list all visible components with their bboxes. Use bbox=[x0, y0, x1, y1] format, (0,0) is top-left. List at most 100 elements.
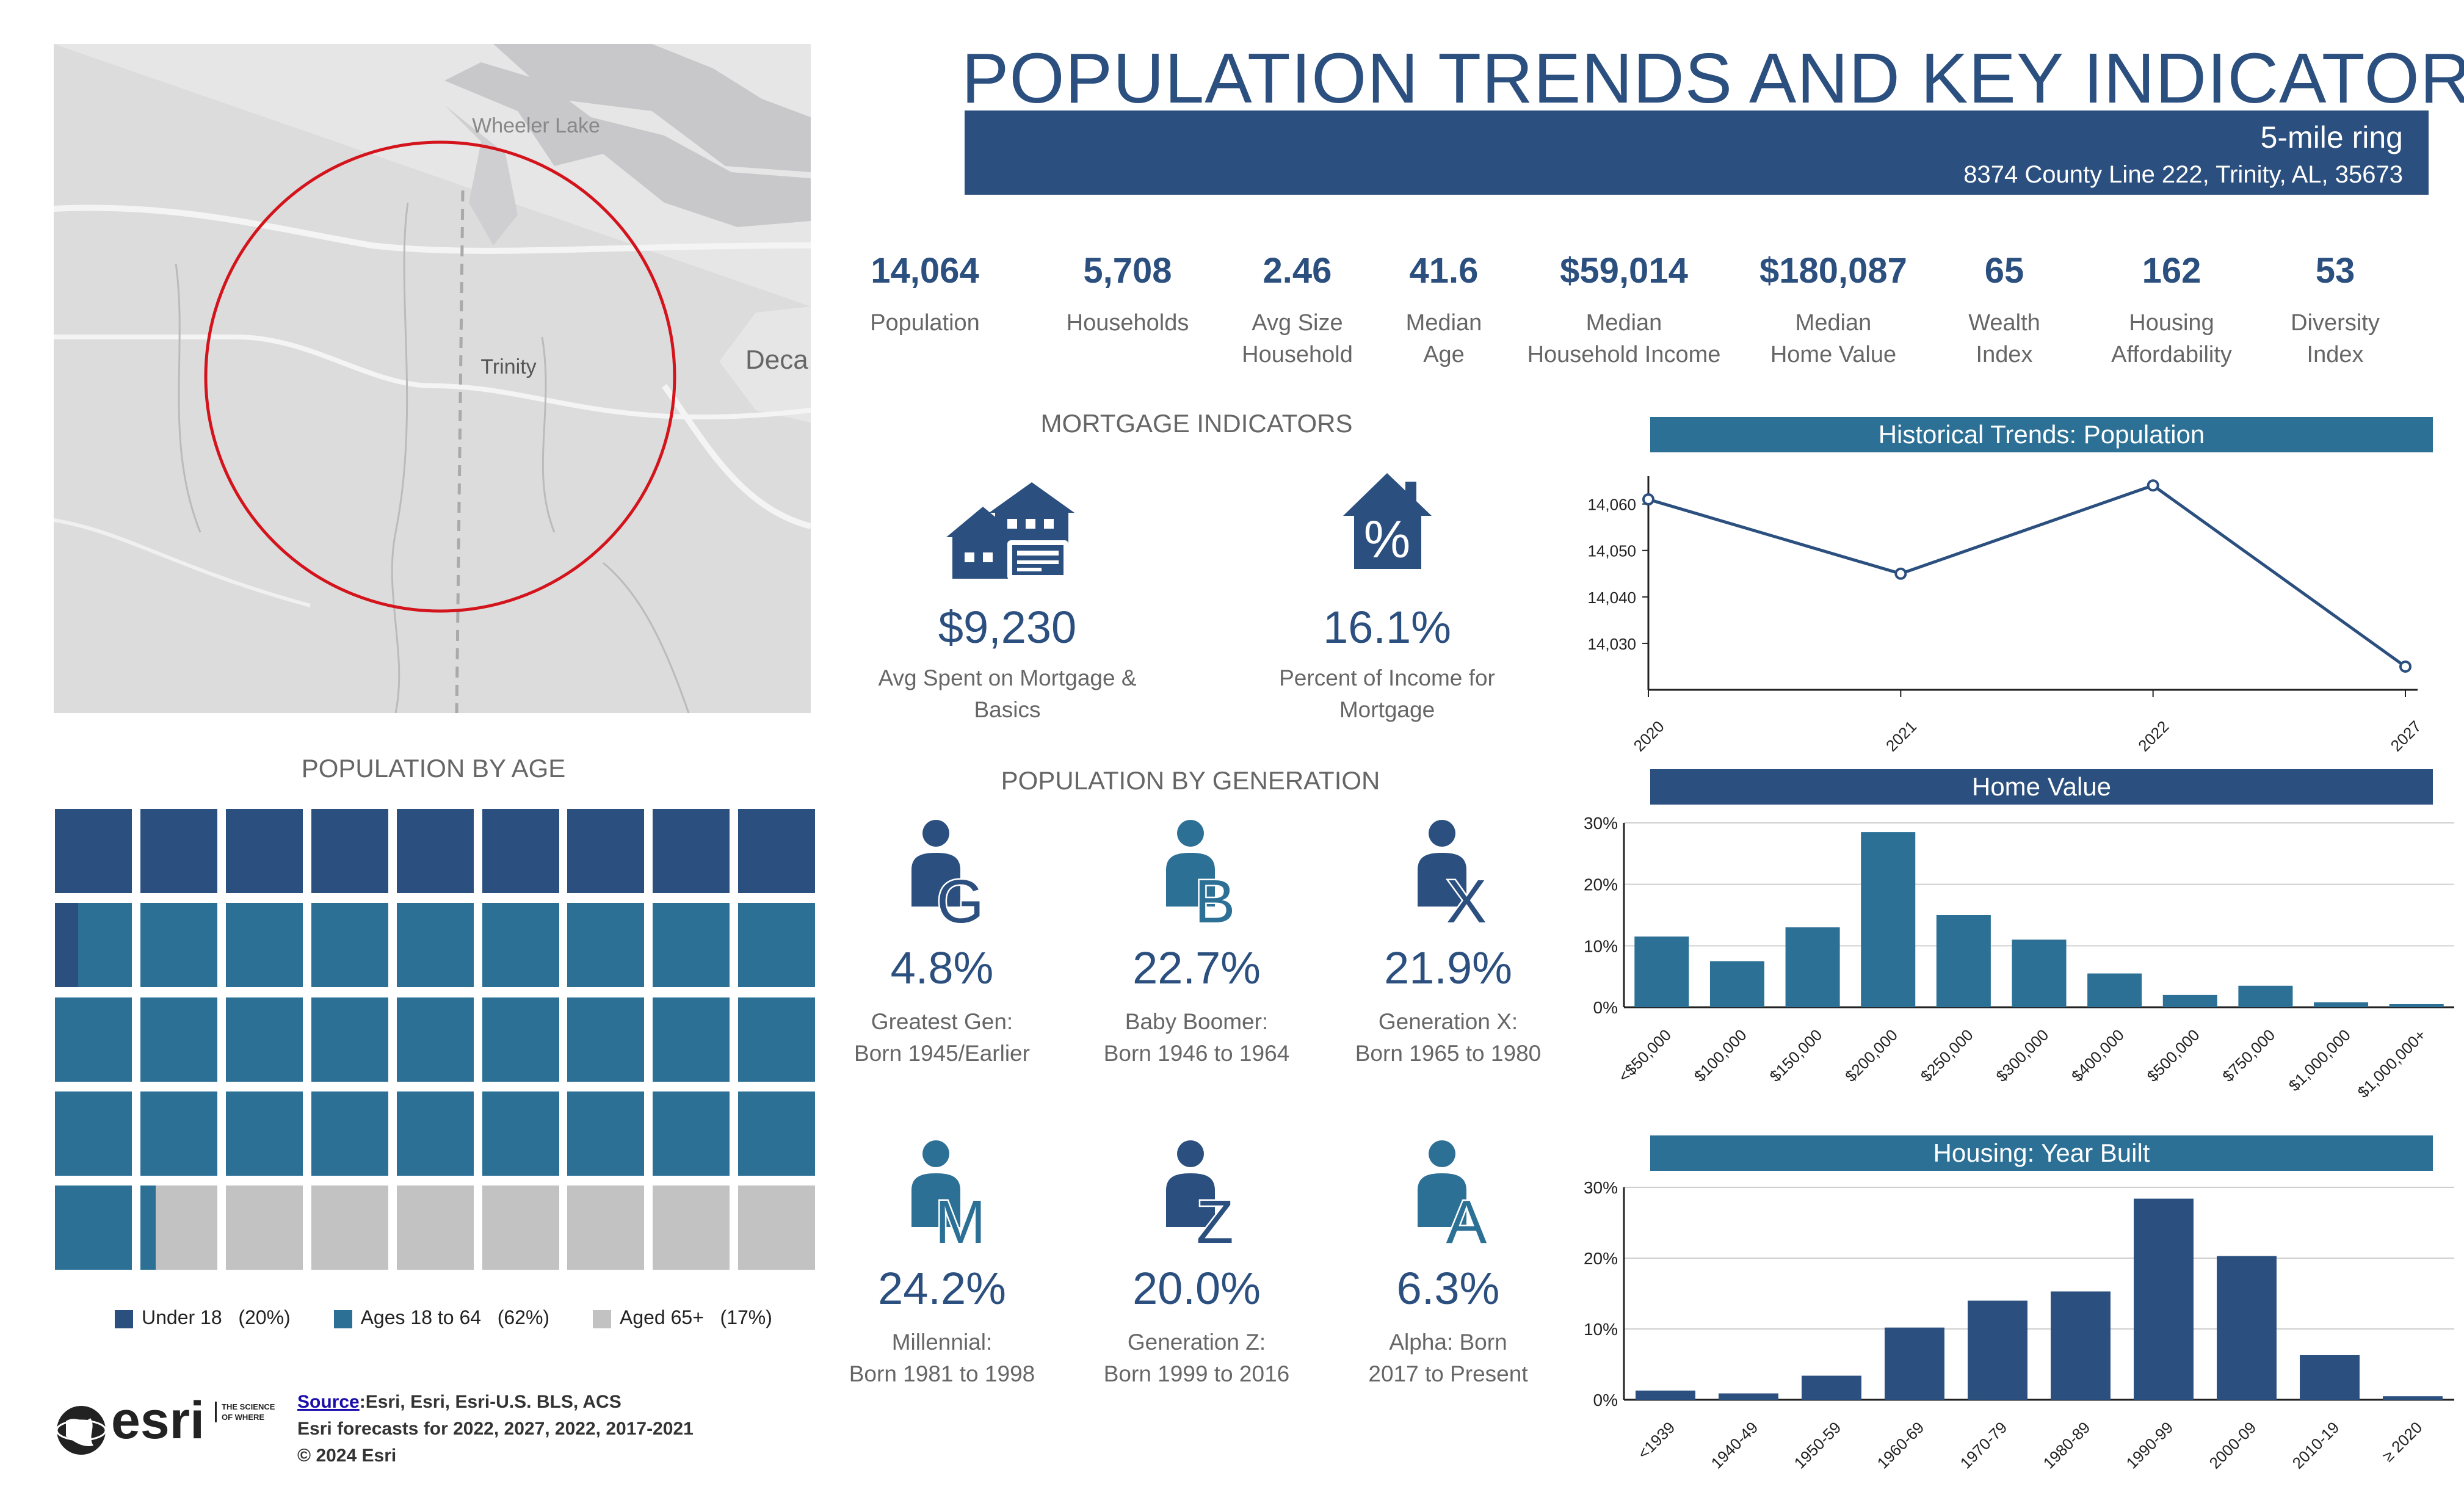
y-tick-label: 30% bbox=[1584, 814, 1618, 833]
generation-item: A 6.3% Alpha: Born 2017 to Present bbox=[1350, 1135, 1546, 1390]
kpi-label: Diversity Index bbox=[2291, 310, 2380, 367]
x-tick-label: <$50,000 bbox=[1615, 1026, 1675, 1085]
generation-value: 20.0% bbox=[1132, 1263, 1261, 1314]
kpi-value: 5,708 bbox=[1083, 251, 1172, 291]
generation-letter: Z bbox=[1196, 1188, 1233, 1251]
waffle-cell bbox=[738, 1091, 816, 1176]
home-value-title: Home Value bbox=[1650, 769, 2433, 805]
x-tick-label: 2027 bbox=[2387, 717, 2425, 755]
kpi-label: Median Household Income bbox=[1527, 310, 1721, 367]
house-card-icon bbox=[946, 482, 1074, 580]
waffle-cell bbox=[653, 997, 730, 1082]
header-bar bbox=[965, 110, 2429, 195]
waffle-cell bbox=[396, 997, 474, 1082]
kpi-value: 53 bbox=[2315, 251, 2355, 291]
waffle-cell bbox=[567, 1186, 645, 1270]
waffle-cell bbox=[311, 1186, 388, 1270]
bar bbox=[2383, 1396, 2443, 1400]
x-tick-label: $750,000 bbox=[2219, 1026, 2278, 1085]
data-point bbox=[1642, 493, 1654, 506]
ring-subtitle: 5-mile ring bbox=[2260, 120, 2403, 154]
x-tick-label: ≥ 2020 bbox=[2379, 1418, 2426, 1465]
generation-letter: X bbox=[1446, 867, 1487, 931]
page-title: POPULATION TRENDS AND KEY INDICATORS bbox=[962, 38, 2464, 118]
waffle-cell bbox=[311, 997, 388, 1082]
waffle-cell bbox=[55, 1091, 132, 1176]
x-tick-label: $200,000 bbox=[1841, 1026, 1901, 1085]
waffle-cell bbox=[225, 1186, 303, 1270]
waffle-cell bbox=[653, 809, 730, 893]
waffle-cell bbox=[738, 903, 816, 988]
generation-label: Generation Z: Born 1999 to 2016 bbox=[1103, 1330, 1290, 1386]
generation-label: Greatest Gen: Born 1945/Earlier bbox=[854, 1009, 1030, 1066]
source-link[interactable]: Source bbox=[297, 1392, 360, 1412]
year-built-chart: 0% 10% 20% 30% <1939 1940-49 1950-59 1960-69 197… bbox=[1584, 1178, 2454, 1472]
generation-heading: POPULATION BY GENERATION bbox=[1001, 766, 1380, 795]
generation-value: 6.3% bbox=[1396, 1263, 1500, 1314]
generation-letter: M bbox=[935, 1188, 985, 1251]
x-tick-label: $400,000 bbox=[2068, 1026, 2128, 1085]
x-tick-label: 1990-99 bbox=[2123, 1418, 2177, 1472]
generation-label: Millennial: Born 1981 to 1998 bbox=[849, 1330, 1035, 1386]
waffle-cell bbox=[738, 997, 816, 1082]
kpi-median-household-income: $59,014 Median Household Income bbox=[1526, 250, 1722, 371]
waffle-cell bbox=[140, 903, 217, 988]
y-tick-label: 10% bbox=[1584, 936, 1618, 955]
esri-logo-text: esri bbox=[111, 1391, 205, 1450]
x-tick-label: 2022 bbox=[2134, 717, 2172, 755]
address-line: 8374 County Line 222, Trinity, AL, 35673 bbox=[1963, 161, 2403, 188]
mortgage-spent-value: $9,230 bbox=[938, 602, 1077, 653]
waffle-cell bbox=[311, 903, 388, 988]
x-tick-label: 2020 bbox=[1630, 717, 1668, 755]
legend-label: Under 18 bbox=[142, 1306, 222, 1328]
map-label-city: Trinity bbox=[480, 355, 536, 378]
bar bbox=[1636, 1390, 1695, 1400]
location-map[interactable]: Wheeler Lake Trinity Deca bbox=[54, 44, 811, 713]
waffle-cell bbox=[396, 1186, 474, 1270]
copyright-text: © 2024 Esri bbox=[297, 1446, 397, 1466]
x-tick-label: $500,000 bbox=[2143, 1026, 2203, 1085]
year-built-title: Housing: Year Built bbox=[1650, 1135, 2433, 1171]
generation-label: Alpha: Born 2017 to Present bbox=[1368, 1330, 1528, 1386]
waffle-cell bbox=[396, 1091, 474, 1176]
bar bbox=[1719, 1393, 1778, 1400]
kpi-label: Median Home Value bbox=[1770, 310, 1897, 367]
y-tick-label: 0% bbox=[1593, 1391, 1618, 1410]
legend-pct: (62%) bbox=[497, 1306, 550, 1328]
waffle-cell bbox=[738, 809, 816, 893]
waffle-cell bbox=[482, 997, 559, 1082]
generation-label: Generation X: Born 1965 to 1980 bbox=[1355, 1009, 1542, 1066]
ring-boundary bbox=[204, 140, 676, 613]
person-icon: M bbox=[911, 1140, 987, 1251]
generation-item: X 21.9% Generation X: Born 1965 to 1980 bbox=[1350, 815, 1546, 1070]
waffle-cell bbox=[55, 903, 132, 988]
legend-swatch bbox=[115, 1309, 133, 1328]
x-tick-label: 1960-69 bbox=[1874, 1418, 1928, 1472]
esri-tagline: THE SCIENCE OF WHERE bbox=[215, 1402, 280, 1422]
y-tick-label: 20% bbox=[1584, 875, 1618, 894]
mortgage-heading: MORTGAGE INDICATORS bbox=[1040, 409, 1353, 438]
x-tick-label: $250,000 bbox=[1917, 1026, 1977, 1085]
bar bbox=[1709, 961, 1764, 1007]
kpi-households: 5,708 Households bbox=[1030, 250, 1225, 339]
x-tick-label: $1,000,000 bbox=[2285, 1026, 2354, 1095]
waffle-cell bbox=[567, 809, 645, 893]
x-tick-label: 1940-49 bbox=[1708, 1418, 1762, 1472]
person-icon: B bbox=[1166, 820, 1237, 931]
y-tick-label: 14,060 bbox=[1587, 496, 1636, 514]
waffle-cell bbox=[140, 997, 217, 1082]
generation-value: 24.2% bbox=[878, 1263, 1006, 1314]
bar bbox=[2012, 939, 2067, 1007]
person-icon: G bbox=[911, 820, 985, 931]
person-icon: X bbox=[1418, 820, 1488, 931]
waffle-cell bbox=[140, 1091, 217, 1176]
legend-swatch bbox=[333, 1309, 352, 1328]
y-tick-label: 14,050 bbox=[1587, 542, 1636, 560]
map-label-lake: Wheeler Lake bbox=[472, 114, 600, 137]
waffle-cell bbox=[140, 809, 217, 893]
x-tick-label: $150,000 bbox=[1766, 1026, 1826, 1085]
waffle-cell bbox=[482, 1186, 559, 1270]
data-point bbox=[2147, 479, 2159, 492]
home-value-chart: 0% 10% 20% 30% <$50,000 $100,000 $150,000 $200,… bbox=[1584, 814, 2454, 1101]
kpi-label: Median Age bbox=[1405, 310, 1482, 367]
